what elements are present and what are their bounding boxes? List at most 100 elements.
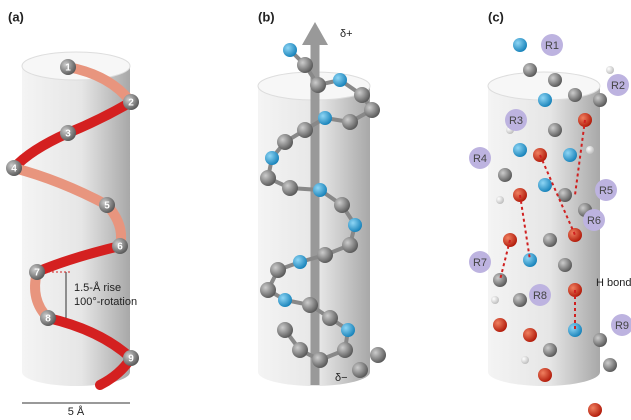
atom — [543, 343, 557, 357]
atom — [370, 347, 386, 363]
r-group-label: R3 — [509, 115, 523, 127]
dipole-arrowhead — [302, 22, 328, 45]
h-bond — [574, 119, 586, 196]
atom — [270, 262, 286, 278]
r-group — [469, 147, 491, 169]
atom — [513, 38, 527, 52]
atom — [568, 323, 582, 337]
residue-number: 1 — [65, 63, 71, 74]
residue — [123, 350, 139, 366]
atom — [277, 134, 293, 150]
atom — [568, 88, 582, 102]
rise-label: 1.5-Å rise — [74, 281, 121, 294]
atom — [538, 93, 552, 107]
atom — [348, 218, 362, 232]
r-group-label: R8 — [533, 290, 547, 302]
residue — [112, 238, 128, 254]
atom — [342, 114, 358, 130]
residue-number: 5 — [104, 201, 110, 212]
atom — [568, 228, 582, 242]
atom — [260, 170, 276, 186]
atom — [322, 310, 338, 326]
residue-number: 7 — [34, 268, 40, 279]
atom — [265, 151, 279, 165]
atom — [312, 352, 328, 368]
r-group-label: R1 — [545, 40, 559, 52]
h-bond — [519, 194, 531, 261]
residue — [60, 125, 76, 141]
atom — [523, 63, 537, 77]
atom — [513, 143, 527, 157]
r-group-label: R6 — [587, 215, 601, 227]
h-bond-label: H bond — [596, 277, 631, 289]
atom — [563, 148, 577, 162]
atom — [260, 282, 276, 298]
r-group — [529, 284, 551, 306]
atom — [293, 255, 307, 269]
atom — [538, 178, 552, 192]
r-group — [469, 251, 491, 273]
atoms: 1 2 3 4 5 6 7 8 9 R1 R2 R3 R4 R5 R6 R7 R8 R9 — [6, 34, 631, 417]
atom — [558, 258, 572, 272]
atom — [341, 323, 355, 337]
atom — [342, 237, 358, 253]
atom — [606, 66, 614, 74]
atom — [496, 196, 504, 204]
residue-number: 6 — [117, 242, 123, 253]
h-bond — [539, 154, 576, 236]
r-group — [607, 74, 629, 96]
atom — [337, 342, 353, 358]
atom — [548, 73, 562, 87]
atom — [292, 342, 308, 358]
residue-number: 2 — [128, 98, 134, 109]
atom — [588, 403, 602, 417]
residue — [6, 160, 22, 176]
atom — [282, 180, 298, 196]
r-group — [505, 109, 527, 131]
residue — [60, 59, 76, 75]
atom — [593, 333, 607, 347]
atom — [523, 253, 537, 267]
atom — [334, 197, 350, 213]
residue-number: 4 — [11, 164, 17, 175]
labels: (a) (b) (c) 1.5-Å rise 100°-rotation 5 Å… — [8, 9, 631, 417]
atom — [491, 296, 499, 304]
atom — [297, 57, 313, 73]
atom — [493, 273, 507, 287]
atom — [278, 293, 292, 307]
diameter-label: 5 Å — [68, 405, 85, 418]
r-group-label: R7 — [473, 257, 487, 269]
atom — [513, 293, 527, 307]
residue-number: 3 — [65, 129, 71, 140]
atom — [548, 123, 562, 137]
h-bond — [499, 239, 511, 281]
residue — [99, 197, 115, 213]
atom — [558, 188, 572, 202]
atom — [364, 102, 380, 118]
r-group-label: R4 — [473, 153, 487, 165]
r-group-label: R9 — [615, 320, 629, 332]
r-group — [595, 179, 617, 201]
atom — [521, 356, 529, 364]
atom — [318, 111, 332, 125]
atom — [333, 73, 347, 87]
residue — [29, 264, 45, 280]
atom — [297, 122, 313, 138]
atom — [586, 146, 594, 154]
atom — [354, 87, 370, 103]
panel-label: (b) — [258, 9, 275, 24]
atom — [313, 183, 327, 197]
r-group — [611, 314, 631, 336]
atom — [302, 297, 318, 313]
atom — [310, 77, 326, 93]
r-group-label: R5 — [599, 185, 613, 197]
atom — [493, 318, 507, 332]
residue-number: 8 — [45, 314, 51, 325]
atom — [317, 247, 333, 263]
dipole-minus: δ− — [335, 372, 348, 384]
r-group — [541, 34, 563, 56]
residue-number: 9 — [128, 354, 134, 365]
atom — [283, 43, 297, 57]
atom — [593, 93, 607, 107]
